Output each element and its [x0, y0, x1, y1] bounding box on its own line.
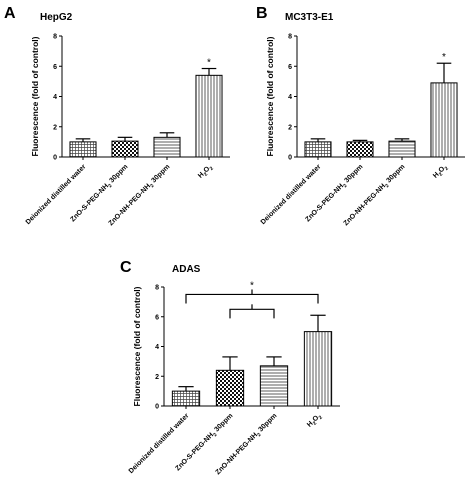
bar — [69, 141, 97, 158]
bar — [171, 390, 201, 407]
significance-bracket — [185, 293, 319, 304]
bar — [346, 141, 374, 158]
y-tick-label: 8 — [53, 34, 57, 41]
bar — [430, 82, 458, 158]
y-axis-label: Fluorescence (fold of control) — [265, 36, 275, 156]
x-tick-label: H2​O2​ — [306, 412, 324, 430]
panel-b: B MC3T3-E1 Fluorescence (fold of control) 0… — [256, 5, 465, 227]
bar — [304, 141, 332, 158]
significance-marker: * — [442, 52, 446, 63]
panel-label: B — [256, 5, 268, 22]
panel-title: ADAS — [172, 264, 201, 275]
significance-marker: * — [207, 58, 211, 69]
y-tick-label: 0 — [288, 155, 292, 162]
bar — [303, 331, 333, 407]
y-tick-label: 4 — [288, 94, 292, 101]
y-tick-label: 0 — [53, 155, 57, 162]
y-axis-label: Fluorescence (fold of control) — [30, 36, 40, 156]
y-tick-label: 6 — [155, 314, 159, 321]
y-tick-label: 2 — [53, 124, 57, 131]
significance-marker: * — [250, 280, 254, 291]
bar — [153, 136, 181, 158]
significance-bracket — [229, 308, 275, 319]
panel-title: HepG2 — [40, 12, 73, 23]
y-tick-label: 8 — [155, 285, 159, 292]
panel-label: A — [4, 5, 16, 22]
panel-c: C ADAS Fluorescence (fold of control) 0 2 4 6 8… — [120, 259, 340, 476]
y-tick-label: 4 — [155, 344, 159, 351]
bar — [259, 365, 289, 407]
panel-label: C — [120, 259, 132, 276]
y-tick-label: 4 — [53, 94, 57, 101]
y-tick-label: 2 — [288, 124, 292, 131]
y-tick-label: 2 — [155, 374, 159, 381]
y-tick-label: 8 — [288, 34, 292, 41]
y-tick-label: 6 — [53, 64, 57, 71]
x-tick-label: H2​O2​ — [197, 163, 215, 181]
panel-a: A HepG2 Fluorescence (fold of control) 0 2 4 6… — [4, 5, 230, 227]
bar — [111, 140, 139, 158]
x-tick-label: H2​O2​ — [432, 163, 450, 181]
bar — [195, 74, 223, 158]
bar — [215, 369, 245, 407]
y-axis-label: Fluorescence (fold of control) — [132, 286, 142, 406]
y-tick-label: 6 — [288, 64, 292, 71]
bar — [388, 140, 416, 158]
panel-title: MC3T3-E1 — [285, 12, 334, 23]
y-tick-label: 0 — [155, 404, 159, 411]
